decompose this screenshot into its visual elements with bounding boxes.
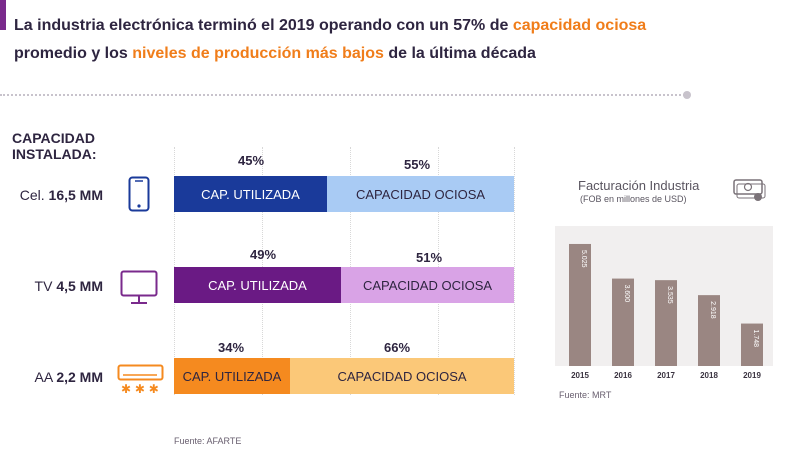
value-label: 3.600 (623, 285, 630, 303)
bar-2017 (655, 280, 677, 366)
headline-part3: de la última década (383, 45, 536, 62)
capacity-title: CAPACIDAD INSTALADA: (12, 130, 97, 162)
used-percent-label: 49% (250, 247, 277, 262)
row-amount: 16,5 MM (48, 187, 103, 203)
value-label: 5.025 (580, 250, 587, 268)
accent-bar (0, 0, 6, 30)
x-tick-label: 2015 (571, 371, 589, 380)
chart-title: Facturación Industria (578, 178, 700, 193)
row-label-aa: AA 2,2 MM (8, 369, 103, 385)
dotted-divider (0, 94, 688, 96)
used-percent-label: 34% (218, 340, 245, 355)
row-amount: 4,5 MM (56, 278, 103, 294)
source-mrt: Fuente: MRT (559, 390, 612, 400)
value-label: 1.748 (752, 330, 759, 348)
headline-highlight-2: niveles de producción más bajos (132, 45, 384, 62)
row-label-cel: Cel. 16,5 MM (8, 187, 103, 203)
bar-label: CAP. UTILIZADA (201, 186, 300, 202)
x-tick-label: 2019 (743, 371, 761, 380)
row-label-text: AA (34, 369, 57, 385)
source-afarte: Fuente: AFARTE (174, 436, 242, 446)
idle-percent-label: 55% (404, 157, 431, 172)
row-label-text: Cel. (19, 187, 49, 203)
headline: La industria electrónica terminó el 2019… (14, 12, 714, 68)
idle-percent-label: 66% (384, 340, 411, 355)
bar-label: CAPACIDAD OCIOSA (362, 277, 493, 293)
bar-2015 (569, 243, 591, 366)
x-tick-label: 2017 (657, 371, 675, 380)
used-percent-label: 45% (238, 153, 265, 168)
grid-line (514, 147, 515, 395)
bar-idle-capacity: CAPACIDAD OCIOSA (341, 267, 514, 303)
bar-label: CAP. UTILIZADA (208, 277, 307, 293)
row-amount: 2,2 MM (56, 369, 103, 385)
headline-highlight-1: capacidad ociosa (512, 17, 647, 34)
bar-used-capacity: CAP. UTILIZADA (174, 176, 327, 212)
headline-part2: promedio y los (14, 45, 133, 62)
svg-text:✱ ✱ ✱: ✱ ✱ ✱ (121, 382, 159, 396)
headline-part1: La industria electrónica terminó el 2019… (14, 17, 513, 34)
value-label: 3.535 (666, 286, 673, 304)
bar-used-capacity: CAP. UTILIZADA (174, 358, 290, 394)
phone-icon (128, 176, 150, 217)
bar-label: CAP. UTILIZADA (182, 368, 282, 384)
value-label: 2.918 (709, 301, 716, 319)
bar-label: CAPACIDAD OCIOSA (355, 186, 486, 202)
money-icon (733, 178, 767, 202)
billing-bar-chart: 5.025 2015 3.600 2016 3.535 2017 2.918 2018 1.74… (569, 243, 763, 380)
bar-2016 (612, 278, 634, 366)
bar-2018 (698, 295, 720, 366)
bar-label: CAPACIDAD OCIOSA (337, 368, 467, 384)
idle-percent-label: 51% (416, 250, 443, 265)
capacity-title-line1: CAPACIDAD (12, 130, 95, 146)
bar-used-capacity: CAP. UTILIZADA (174, 267, 341, 303)
x-tick-label: 2018 (700, 371, 718, 380)
bar-idle-capacity: CAPACIDAD OCIOSA (327, 176, 514, 212)
monitor-icon (120, 270, 158, 311)
x-tick-label: 2016 (614, 371, 632, 380)
capacity-title-line2: INSTALADA: (12, 146, 97, 162)
row-label-tv: TV 4,5 MM (8, 278, 103, 294)
row-label-text: TV (34, 278, 57, 294)
chart-subtitle: (FOB en millones de USD) (580, 194, 687, 204)
bar-2019 (741, 323, 763, 366)
bar-idle-capacity: CAPACIDAD OCIOSA (290, 358, 514, 394)
divider-endpoint (683, 91, 691, 99)
air-conditioner-icon: ✱ ✱ ✱ (117, 364, 165, 401)
